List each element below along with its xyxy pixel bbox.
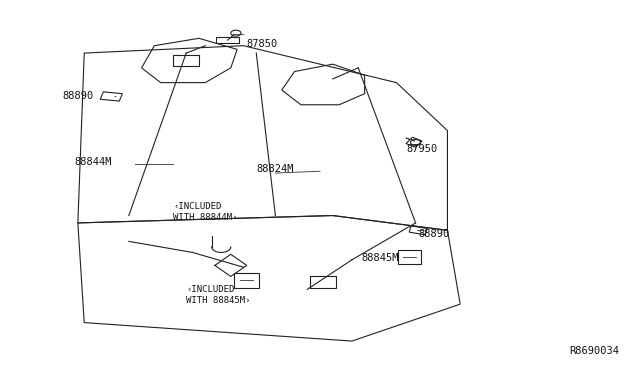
Text: ‹INCLUDED
WITH 88844M›: ‹INCLUDED WITH 88844M› — [173, 202, 238, 222]
Text: 88824M: 88824M — [256, 164, 294, 174]
Text: ‹INCLUDED
WITH 88845M›: ‹INCLUDED WITH 88845M› — [186, 285, 251, 305]
Text: 88890: 88890 — [62, 90, 93, 100]
Text: 88844M: 88844M — [75, 157, 112, 167]
Text: 87850: 87850 — [246, 39, 278, 49]
Text: 88845M: 88845M — [362, 253, 399, 263]
Text: 88890: 88890 — [419, 229, 450, 239]
Text: R8690034: R8690034 — [570, 346, 620, 356]
Text: 87950: 87950 — [406, 144, 437, 154]
